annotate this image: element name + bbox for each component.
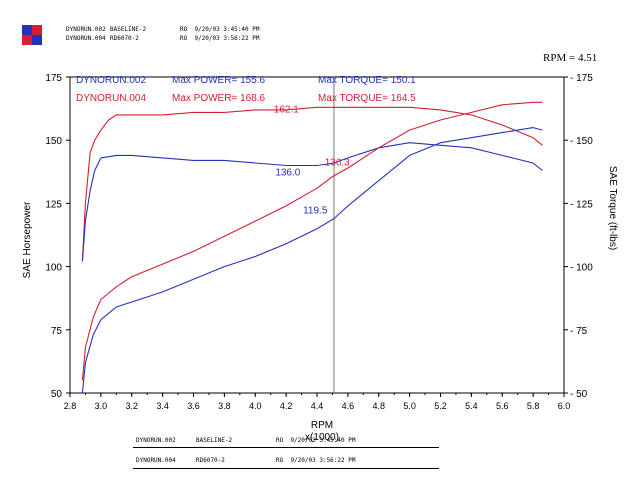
series-line-1	[81, 142, 543, 262]
x-tick-label: 3.4	[156, 401, 169, 411]
header-run1-stamp: RO 9/20/03 3:45:40 PM	[180, 26, 260, 33]
footer-row1-stamp: RO 9/20/03 3:45:40 PM	[276, 437, 356, 444]
y-tick-label-right: - 150	[570, 136, 593, 147]
x-tick-label: 3.8	[218, 401, 231, 411]
y-tick-label-left: 50	[51, 389, 63, 400]
series-line-3	[81, 127, 543, 394]
y-tick-label-right: - 175	[570, 73, 593, 84]
y-tick-label-left: 75	[51, 326, 63, 337]
annotation-layer: 162.1 136.3 136.0 119.5	[274, 104, 350, 216]
rpm-readout: RPM = 4.51	[543, 52, 598, 64]
x-tick-label: 5.8	[527, 401, 540, 411]
legend-run1-power: Max POWER= 155.6	[172, 75, 266, 86]
x-tick-label: 4.2	[280, 401, 293, 411]
axis-labels: SAE Horsepower SAE Torque (ft-lbs) RPM x…	[22, 166, 618, 443]
x-tick-label: 3.0	[95, 401, 108, 411]
x-tick-label: 3.2	[125, 401, 138, 411]
y-tick-label-right: - 100	[570, 263, 593, 274]
legend-run1-label: DYNORUN.002	[76, 75, 146, 86]
y-tick-label-left: 125	[45, 199, 62, 210]
y-tick-label-left: 175	[45, 73, 62, 84]
x-tick-label: 5.2	[434, 401, 447, 411]
y-tick-label-left: 150	[45, 136, 62, 147]
legend-run2-torque: Max TORQUE= 164.5	[318, 93, 416, 104]
run1-swatch	[22, 25, 32, 35]
run2-swatch-accent	[32, 35, 42, 45]
x-tick-label: 4.6	[342, 401, 355, 411]
header-run1-id: DYNORUN.002	[66, 26, 106, 33]
x-tick-label: 3.6	[187, 401, 200, 411]
y-tick-label-right: - 75	[570, 326, 588, 337]
legend-run2-power: Max POWER= 168.6	[172, 93, 266, 104]
chart-legend: DYNORUN.002 Max POWER= 155.6 Max TORQUE=…	[76, 75, 416, 104]
x-tick-label: 4.8	[372, 401, 385, 411]
series-line-2	[81, 101, 543, 381]
header-run1-name: BASELINE-2	[110, 26, 147, 33]
run2-swatch	[22, 35, 32, 45]
x-tick-label: 4.4	[311, 401, 324, 411]
x-tick-label: 5.6	[496, 401, 509, 411]
y-tick-label-left: 100	[45, 263, 62, 274]
x-tick-label: 5.0	[403, 401, 416, 411]
header-run2-stamp: RO 9/20/03 3:56:22 PM	[180, 35, 260, 42]
x-tick-label: 4.0	[249, 401, 262, 411]
plot-frame	[69, 76, 565, 394]
footer-row1-id: DYNORUN.002	[136, 437, 176, 444]
footer-row2-stamp: RO 9/20/03 3:56:22 PM	[276, 457, 356, 464]
value-annotation: 136.3	[325, 157, 350, 168]
footer-rule-bottom	[133, 468, 439, 469]
x-tick-label: 5.4	[465, 401, 478, 411]
legend-run1-torque: Max TORQUE= 150.1	[318, 75, 416, 86]
footer-rule-top	[133, 447, 439, 448]
x-axis-unit: x(1000)	[305, 432, 339, 443]
series-line-0	[81, 106, 543, 262]
header-run2-id: DYNORUN.004	[66, 35, 106, 42]
footer-row2-name: RD6070-2	[196, 457, 225, 464]
series-layer	[81, 101, 543, 394]
y-tick-label-right: - 125	[570, 199, 593, 210]
header-run2-name: RD6070-2	[110, 35, 139, 42]
run1-swatch-accent	[32, 25, 42, 35]
y-axis-right-title: SAE Torque (ft-lbs)	[607, 166, 618, 250]
value-annotation: 162.1	[274, 104, 299, 115]
legend-run2-label: DYNORUN.004	[76, 93, 146, 104]
x-axis-title: RPM	[311, 420, 333, 431]
chart-axes: 2.8 3.0 3.2 3.4 3.6 3.8 4.0 4.2 4.4 4.6 4.8 5.0 5.2 5…	[45, 73, 593, 411]
y-tick-label-right: - 50	[570, 389, 588, 400]
footer-row1-name: BASELINE-2	[196, 437, 233, 444]
value-annotation: 136.0	[275, 168, 300, 179]
x-tick-label: 2.8	[64, 401, 77, 411]
value-annotation: 119.5	[303, 206, 328, 217]
footer-row2-id: DYNORUN.004	[136, 457, 176, 464]
x-tick-label: 6.0	[558, 401, 571, 411]
y-axis-left-title: SAE Horsepower	[22, 201, 33, 278]
